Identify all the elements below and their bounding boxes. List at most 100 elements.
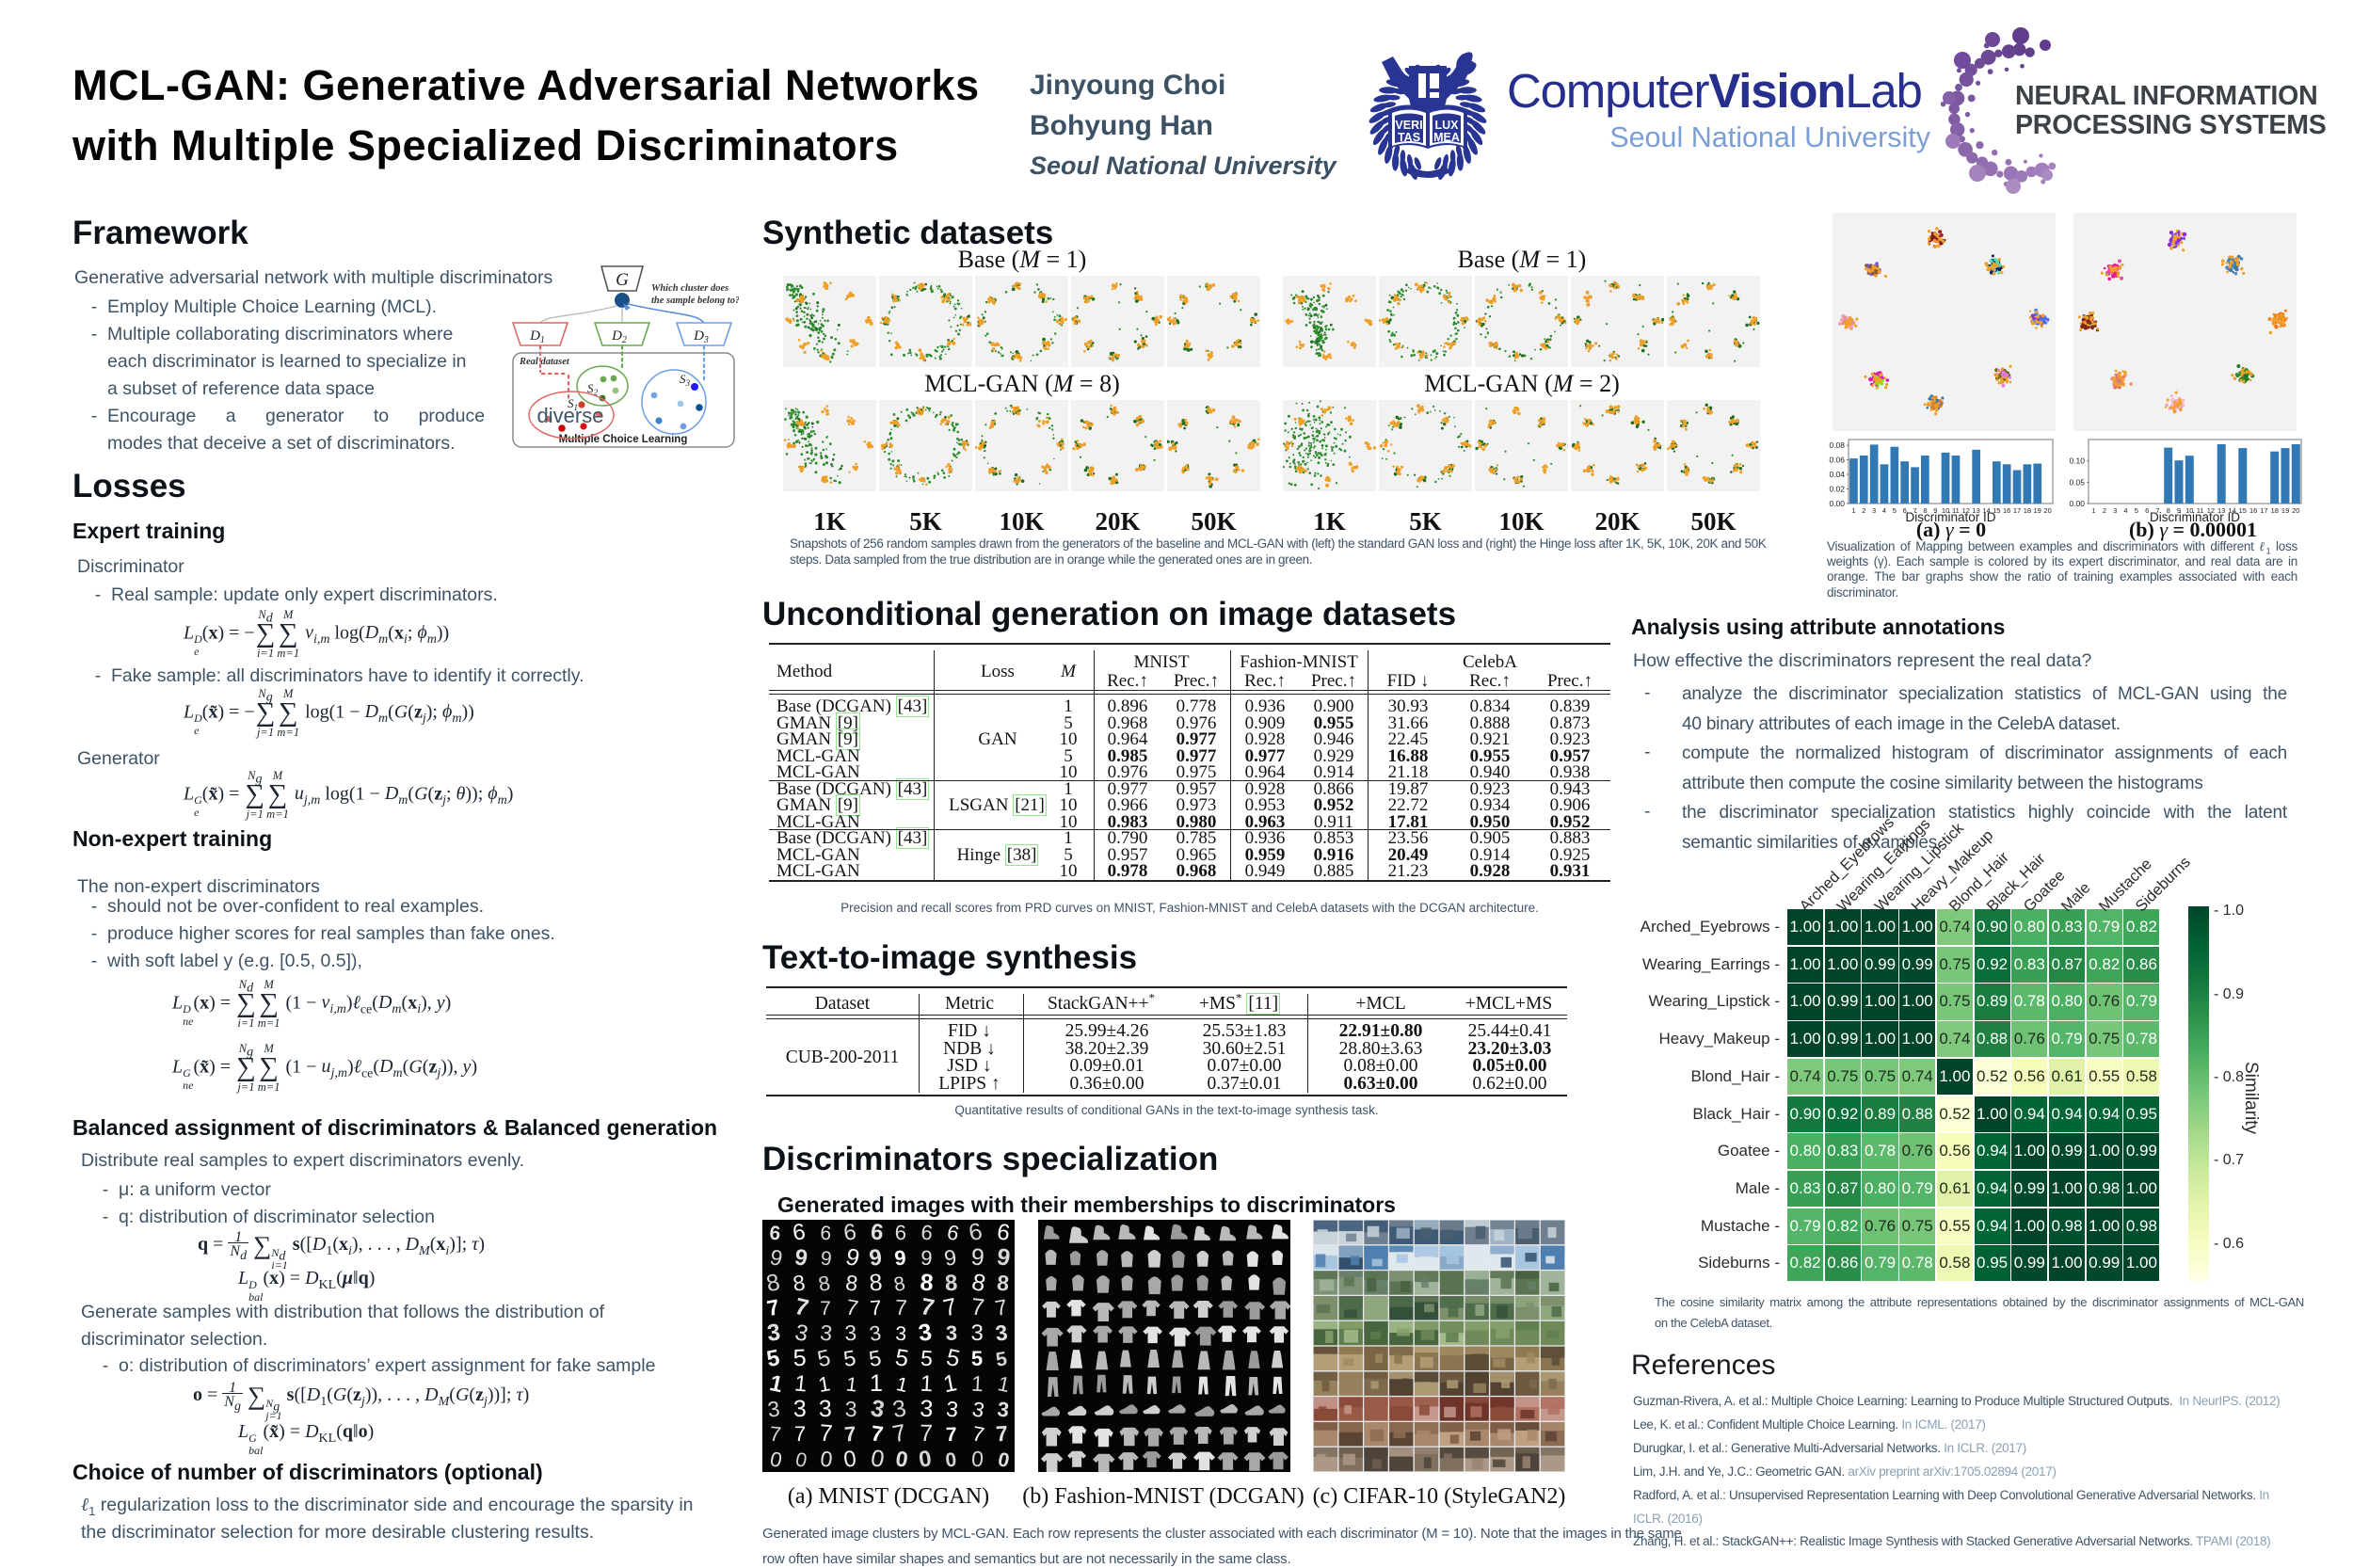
- svg-text:13: 13: [2217, 506, 2225, 515]
- svg-text:18: 18: [2024, 506, 2031, 515]
- svg-text:9: 9: [893, 1246, 906, 1271]
- svg-text:9: 9: [942, 1244, 958, 1271]
- svg-text:7: 7: [993, 1294, 1009, 1320]
- svg-text:7: 7: [819, 1420, 834, 1448]
- svg-text:15: 15: [2239, 506, 2247, 515]
- svg-text:7: 7: [995, 1421, 1009, 1447]
- svg-text:1: 1: [970, 1371, 984, 1397]
- svg-text:7: 7: [869, 1296, 882, 1320]
- svg-text:5: 5: [764, 1345, 781, 1372]
- svg-text:13: 13: [1972, 506, 1979, 515]
- svg-text:VERI: VERI: [1395, 119, 1422, 132]
- svg-text:0.02: 0.02: [1829, 485, 1845, 494]
- svg-text:6: 6: [2145, 506, 2149, 515]
- svg-text:12: 12: [1962, 506, 1970, 515]
- svg-text:5: 5: [944, 1344, 962, 1372]
- svg-text:0: 0: [768, 1447, 784, 1472]
- svg-text:0.10: 0.10: [2069, 456, 2085, 466]
- svg-text:11: 11: [2197, 506, 2204, 515]
- svg-text:7: 7: [941, 1293, 959, 1321]
- svg-text:2: 2: [2103, 506, 2106, 515]
- svg-text:9: 9: [2177, 506, 2181, 515]
- svg-text:3: 3: [869, 1395, 887, 1423]
- svg-text:6: 6: [895, 1221, 907, 1244]
- svg-text:9: 9: [995, 1243, 1012, 1272]
- svg-text:the sample belong to?: the sample belong to?: [651, 296, 739, 306]
- svg-text:S1: S1: [568, 396, 578, 412]
- svg-text:3: 3: [890, 1395, 908, 1423]
- svg-text:7: 7: [970, 1421, 986, 1447]
- svg-text:7: 7: [794, 1422, 806, 1446]
- svg-text:Multiple Choice Learning: Multiple Choice Learning: [559, 434, 688, 445]
- svg-text:0: 0: [842, 1446, 858, 1472]
- svg-text:9: 9: [843, 1243, 862, 1272]
- svg-text:6: 6: [995, 1220, 1011, 1246]
- svg-text:G: G: [616, 270, 629, 290]
- svg-text:LUX: LUX: [1435, 119, 1460, 132]
- svg-text:5: 5: [1893, 506, 1897, 515]
- svg-text:19: 19: [2281, 506, 2289, 515]
- svg-text:7: 7: [969, 1293, 985, 1320]
- svg-text:S3: S3: [680, 372, 691, 388]
- svg-text:3: 3: [819, 1320, 833, 1345]
- svg-text:7: 7: [2155, 506, 2159, 515]
- svg-text:5: 5: [815, 1345, 833, 1372]
- svg-text:19: 19: [2034, 506, 2041, 515]
- svg-text:20: 20: [2043, 506, 2051, 515]
- svg-text:1: 1: [870, 1370, 883, 1397]
- svg-text:3: 3: [1872, 506, 1876, 515]
- svg-text:0: 0: [917, 1446, 933, 1472]
- svg-text:3: 3: [868, 1320, 883, 1345]
- svg-text:1: 1: [767, 1370, 785, 1398]
- svg-text:3: 3: [895, 1323, 906, 1345]
- svg-text:TAS: TAS: [1398, 131, 1420, 144]
- svg-text:8: 8: [892, 1272, 907, 1296]
- svg-text:8: 8: [969, 1269, 988, 1297]
- svg-text:0: 0: [869, 1445, 887, 1472]
- svg-text:3: 3: [766, 1396, 781, 1421]
- svg-text:3: 3: [920, 1396, 934, 1423]
- svg-text:9: 9: [868, 1244, 883, 1271]
- svg-text:5: 5: [867, 1345, 883, 1371]
- svg-text:3: 3: [945, 1397, 959, 1422]
- svg-text:1: 1: [941, 1369, 959, 1398]
- svg-text:8: 8: [920, 1270, 935, 1297]
- svg-text:3: 3: [844, 1320, 857, 1345]
- svg-text:9: 9: [820, 1247, 833, 1270]
- svg-text:8: 8: [1923, 506, 1927, 515]
- svg-text:7: 7: [820, 1298, 831, 1320]
- svg-text:Which cluster does: Which cluster does: [651, 283, 728, 294]
- svg-text:1: 1: [996, 1371, 1012, 1397]
- svg-text:11: 11: [1952, 506, 1960, 515]
- svg-text:0: 0: [894, 1446, 910, 1472]
- svg-text:16: 16: [2003, 506, 2010, 515]
- svg-text:1: 1: [2092, 506, 2096, 515]
- svg-text:7: 7: [946, 1424, 957, 1446]
- svg-text:0: 0: [793, 1448, 808, 1472]
- svg-text:MEA: MEA: [1433, 131, 1460, 144]
- svg-text:5: 5: [920, 1346, 934, 1371]
- svg-text:3: 3: [970, 1320, 984, 1346]
- svg-text:8: 8: [816, 1271, 831, 1296]
- svg-text:3: 3: [917, 1319, 934, 1347]
- svg-text:9: 9: [970, 1243, 985, 1271]
- svg-text:20: 20: [2292, 506, 2299, 515]
- svg-text:7: 7: [1913, 506, 1916, 515]
- svg-text:8: 8: [844, 1270, 859, 1295]
- svg-text:Discriminator ID: Discriminator ID: [2150, 510, 2240, 524]
- svg-text:1: 1: [845, 1373, 858, 1396]
- svg-text:0.04: 0.04: [1829, 470, 1845, 479]
- svg-text:8: 8: [792, 1270, 807, 1296]
- svg-text:0: 0: [819, 1446, 834, 1472]
- svg-text:7: 7: [792, 1293, 811, 1321]
- svg-text:1: 1: [1851, 506, 1855, 515]
- svg-text:17: 17: [2013, 506, 2021, 515]
- svg-text:5: 5: [2135, 506, 2138, 515]
- svg-text:6: 6: [769, 1223, 781, 1245]
- svg-text:7: 7: [843, 1422, 856, 1447]
- svg-text:diverse: diverse: [537, 404, 604, 427]
- svg-text:3: 3: [970, 1397, 986, 1422]
- svg-text:4: 4: [2123, 506, 2127, 515]
- svg-text:7: 7: [919, 1293, 936, 1321]
- svg-text:5: 5: [841, 1345, 857, 1371]
